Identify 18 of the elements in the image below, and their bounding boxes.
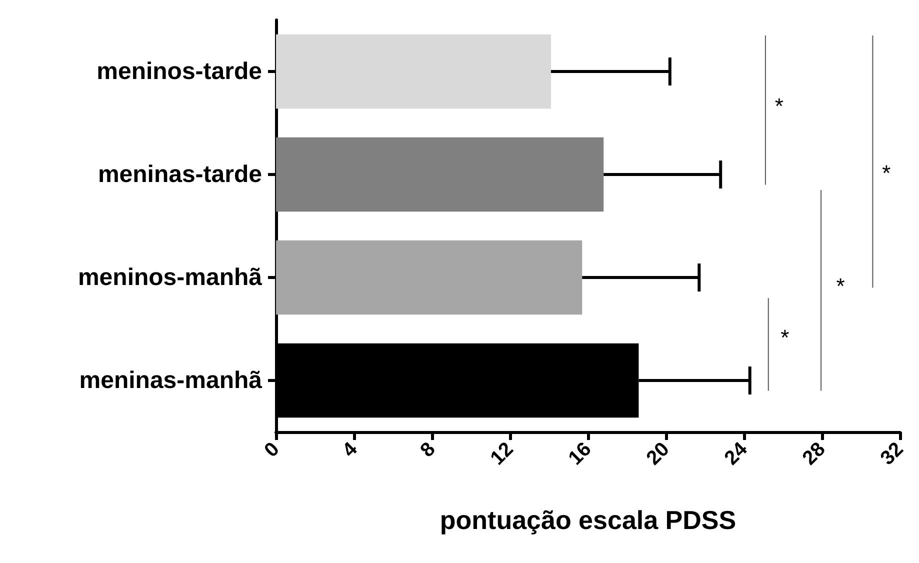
y-tick-label: meninos-manhã xyxy=(78,264,263,291)
x-tick-label: 20 xyxy=(642,438,674,470)
x-tick-label: 32 xyxy=(876,438,908,470)
x-tick-label: 8 xyxy=(416,438,440,462)
x-tick-label: 4 xyxy=(338,438,362,462)
y-tick-label: meninos-tarde xyxy=(96,58,262,85)
annotation: * xyxy=(780,325,790,350)
x-tick-label: 24 xyxy=(720,438,752,470)
x-tick-label: 16 xyxy=(564,438,596,470)
annotation: * xyxy=(836,274,846,299)
x-axis-title: pontuação escala PDSS xyxy=(440,505,736,535)
x-tick-label: 0 xyxy=(260,438,284,462)
x-tick-label: 28 xyxy=(798,438,830,470)
annotation: * xyxy=(882,160,892,186)
y-tick-label: meninas-manhã xyxy=(79,367,263,394)
y-tick-label: meninas-tarde xyxy=(98,161,262,188)
annotation: * xyxy=(774,93,784,118)
x-tick-label: 12 xyxy=(486,438,518,470)
